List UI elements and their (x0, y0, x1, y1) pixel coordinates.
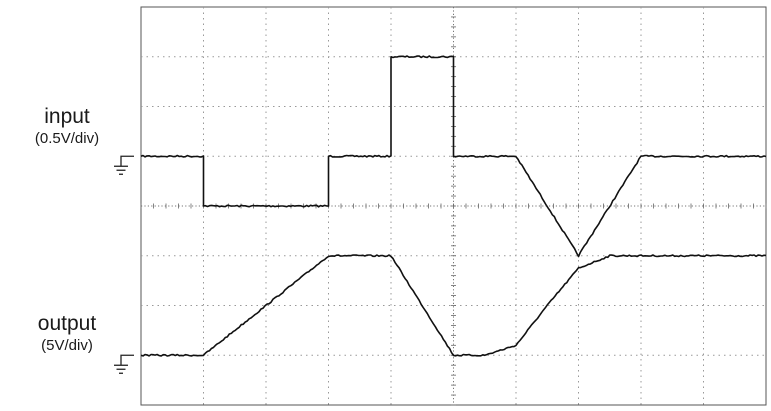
ground-lead (120, 155, 134, 167)
traces (140, 55, 767, 357)
input-channel-name: input (44, 105, 90, 128)
ground-lead (120, 354, 134, 366)
output-channel-label: output (5V/div) (0, 312, 137, 356)
input-channel-scale: (0.5V/div) (34, 130, 100, 147)
output-channel-name: output (37, 312, 97, 335)
ground-markers (114, 155, 134, 374)
input-ground-icon (114, 155, 134, 175)
output-channel-scale: (5V/div) (41, 337, 93, 354)
output-trace (140, 254, 767, 357)
input-trace (140, 55, 767, 258)
input-channel-label: input (0.5V/div) (0, 105, 137, 149)
output-ground-icon (114, 354, 134, 374)
